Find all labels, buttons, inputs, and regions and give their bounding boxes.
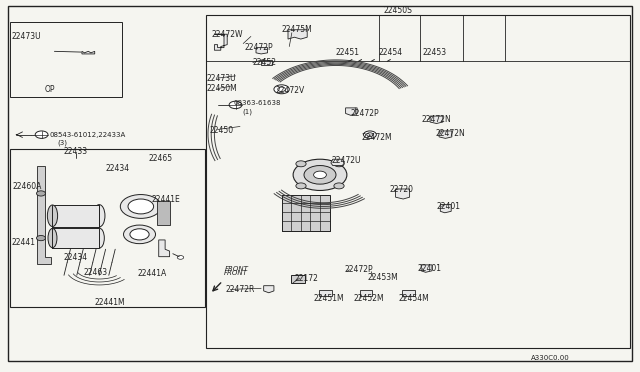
Circle shape xyxy=(130,229,149,240)
Circle shape xyxy=(229,101,242,109)
Text: 22454: 22454 xyxy=(379,48,403,57)
Text: 22450S: 22450S xyxy=(384,6,413,15)
Text: 22453: 22453 xyxy=(422,48,447,57)
Circle shape xyxy=(367,133,373,137)
Text: 22441: 22441 xyxy=(12,238,35,247)
Text: 22451M: 22451M xyxy=(314,294,344,303)
Text: 22472M: 22472M xyxy=(362,133,392,142)
Polygon shape xyxy=(440,205,451,213)
Polygon shape xyxy=(331,159,344,166)
Text: 22434: 22434 xyxy=(106,164,130,173)
Text: (1): (1) xyxy=(242,108,252,115)
Text: OP: OP xyxy=(45,85,55,94)
Text: FRONT: FRONT xyxy=(224,270,248,276)
Text: 22434: 22434 xyxy=(64,253,88,262)
Ellipse shape xyxy=(47,205,58,227)
Text: 22441E: 22441E xyxy=(151,195,180,203)
Bar xyxy=(291,275,305,283)
Text: 22472U: 22472U xyxy=(332,156,361,165)
Text: 22433: 22433 xyxy=(64,147,88,156)
Circle shape xyxy=(304,166,336,184)
Bar xyxy=(52,205,99,227)
Polygon shape xyxy=(288,30,307,39)
Text: FRONT: FRONT xyxy=(225,266,249,272)
Text: 22452: 22452 xyxy=(253,58,277,67)
Polygon shape xyxy=(439,131,452,138)
Polygon shape xyxy=(264,286,274,293)
Bar xyxy=(10,149,205,307)
Polygon shape xyxy=(430,116,443,124)
Polygon shape xyxy=(396,189,410,199)
Text: 22472N: 22472N xyxy=(421,115,451,124)
Circle shape xyxy=(177,256,184,259)
Circle shape xyxy=(296,183,306,189)
Bar xyxy=(52,228,99,248)
Circle shape xyxy=(36,191,45,196)
Text: 08363-61638: 08363-61638 xyxy=(234,100,281,106)
Polygon shape xyxy=(346,108,357,115)
Polygon shape xyxy=(319,290,332,296)
Polygon shape xyxy=(256,48,268,54)
Circle shape xyxy=(364,131,376,138)
Circle shape xyxy=(296,161,306,167)
Circle shape xyxy=(274,85,289,94)
Text: A330C0.00: A330C0.00 xyxy=(531,355,570,361)
Circle shape xyxy=(36,235,45,241)
Circle shape xyxy=(120,195,161,218)
Polygon shape xyxy=(421,265,432,272)
Text: 22441M: 22441M xyxy=(95,298,125,307)
Circle shape xyxy=(35,131,48,138)
Text: 22465: 22465 xyxy=(148,154,173,163)
Bar xyxy=(282,195,330,231)
Circle shape xyxy=(293,159,347,190)
Text: 22453M: 22453M xyxy=(368,273,399,282)
Text: 22472V: 22472V xyxy=(275,86,305,95)
Text: 22452M: 22452M xyxy=(353,294,384,303)
Text: 22472R: 22472R xyxy=(225,285,255,294)
Text: 22172: 22172 xyxy=(294,274,318,283)
Polygon shape xyxy=(360,290,372,296)
Circle shape xyxy=(334,161,344,167)
Circle shape xyxy=(128,199,154,214)
Polygon shape xyxy=(82,51,95,54)
Ellipse shape xyxy=(93,205,105,227)
Polygon shape xyxy=(159,240,170,257)
Bar xyxy=(10,22,122,97)
Polygon shape xyxy=(261,60,272,65)
Polygon shape xyxy=(37,166,51,264)
Text: 22475M: 22475M xyxy=(282,25,312,34)
Text: 22720: 22720 xyxy=(389,185,413,194)
Text: 22472P: 22472P xyxy=(351,109,380,118)
Bar xyxy=(206,15,630,348)
Text: 22441A: 22441A xyxy=(138,269,167,278)
Ellipse shape xyxy=(94,228,104,248)
Polygon shape xyxy=(214,34,227,50)
Text: 22472P: 22472P xyxy=(244,43,273,52)
Text: 22460A: 22460A xyxy=(13,182,42,191)
Circle shape xyxy=(314,171,326,179)
Ellipse shape xyxy=(48,228,57,248)
Text: 22454M: 22454M xyxy=(398,294,429,303)
Circle shape xyxy=(124,225,156,244)
Text: 22401: 22401 xyxy=(417,264,442,273)
Text: (3): (3) xyxy=(58,139,68,146)
Text: 22472W: 22472W xyxy=(211,30,243,39)
Text: 22450: 22450 xyxy=(209,126,234,135)
Polygon shape xyxy=(402,290,415,296)
Text: 22472P: 22472P xyxy=(344,265,373,274)
Text: 08543-61012,22433A: 08543-61012,22433A xyxy=(50,132,126,138)
Polygon shape xyxy=(157,201,170,225)
Text: 22401: 22401 xyxy=(436,202,461,211)
Text: 22473U: 22473U xyxy=(206,74,236,83)
Text: 22463: 22463 xyxy=(83,268,108,277)
Text: 22450M: 22450M xyxy=(206,84,237,93)
Circle shape xyxy=(334,183,344,189)
Text: 22473U: 22473U xyxy=(12,32,41,41)
Text: 22451: 22451 xyxy=(335,48,360,57)
Circle shape xyxy=(278,87,285,92)
Text: 22472N: 22472N xyxy=(435,129,465,138)
